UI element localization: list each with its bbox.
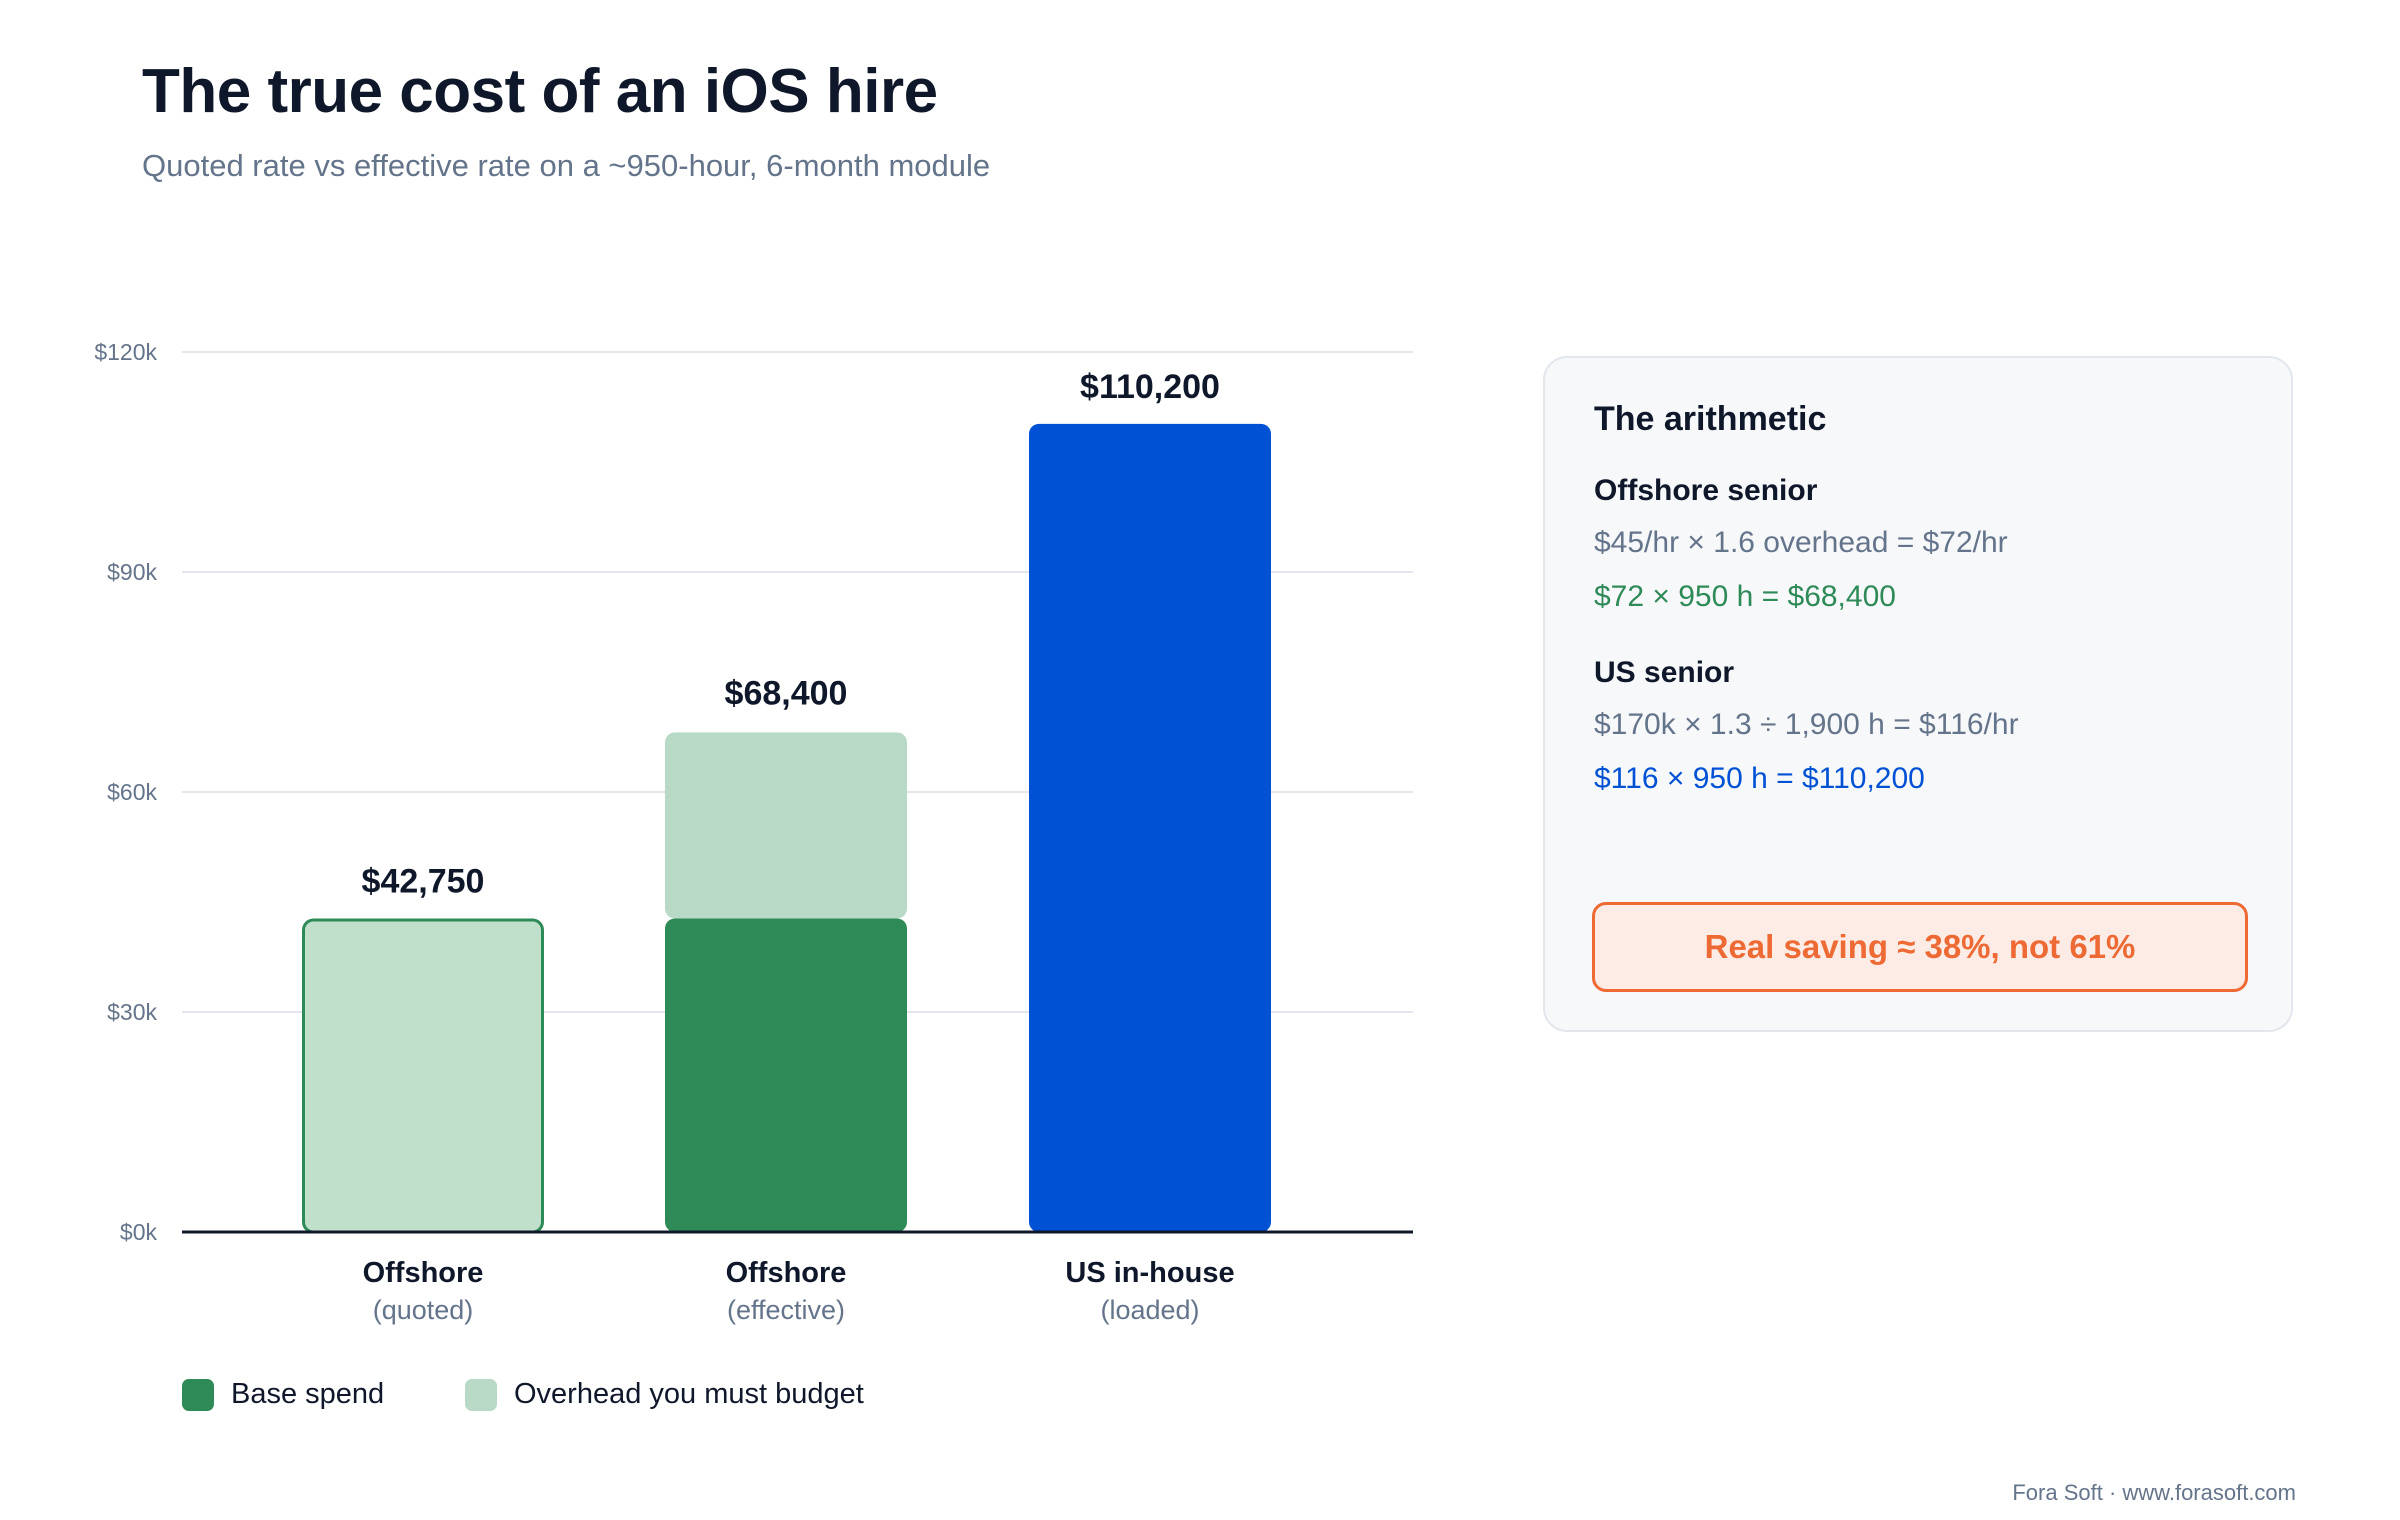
- x-category-label: Offshore: [363, 1257, 484, 1289]
- saving-callout: Real saving ≈ 38%, not 61%: [1592, 902, 2248, 992]
- x-category-label: Offshore: [726, 1257, 847, 1289]
- bar-segment: [665, 732, 907, 919]
- bar-value-label: $68,400: [725, 674, 848, 712]
- legend-item-overhead: Overhead you must budget: [465, 1378, 864, 1411]
- x-category-label: US in-house: [1065, 1257, 1234, 1289]
- y-tick-label: $120k: [94, 339, 157, 365]
- legend-swatch-overhead: [465, 1378, 497, 1411]
- offshore-total-line: $72 × 950 h = $68,400: [1594, 580, 1896, 613]
- x-category-sublabel: (loaded): [1100, 1295, 1199, 1325]
- bar-segment: [665, 918, 907, 1232]
- y-tick-label: $90k: [107, 559, 157, 585]
- arithmetic-panel: The arithmetic Offshore senior $45/hr × …: [1543, 356, 2293, 1032]
- bar-value-label: $110,200: [1080, 368, 1220, 406]
- bar-value-label: $42,750: [362, 863, 485, 901]
- legend-item-base-spend: Base spend: [182, 1378, 384, 1411]
- bar-segment: [1029, 423, 1271, 1232]
- bar-segment: [302, 918, 544, 1234]
- y-tick-label: $0k: [120, 1219, 158, 1245]
- y-tick-label: $30k: [107, 999, 157, 1025]
- bar-chart: $0k $30k $60k $90k $120k $42,750 Offshore (quot…: [94, 339, 1413, 1325]
- legend-swatch-base: [182, 1378, 214, 1411]
- us-rate-line: $170k × 1.3 ÷ 1,900 h = $116/hr: [1594, 708, 2019, 741]
- chart-title: The true cost of an iOS hire: [142, 57, 938, 126]
- us-heading: US senior: [1594, 656, 1735, 689]
- offshore-heading: Offshore senior: [1594, 474, 1818, 507]
- footer-credit: Fora Soft · www.forasoft.com: [2012, 1480, 2296, 1505]
- chart-subtitle: Quoted rate vs effective rate on a ~950-…: [142, 148, 991, 183]
- x-category-sublabel: (quoted): [373, 1295, 474, 1325]
- x-category-sublabel: (effective): [727, 1295, 845, 1325]
- arithmetic-title: The arithmetic: [1594, 400, 1827, 438]
- legend-label-overhead: Overhead you must budget: [514, 1378, 864, 1410]
- legend-label-base: Base spend: [231, 1378, 385, 1410]
- offshore-rate-line: $45/hr × 1.6 overhead = $72/hr: [1594, 526, 2008, 559]
- us-total-line: $116 × 950 h = $110,200: [1594, 762, 1925, 795]
- y-tick-label: $60k: [107, 779, 157, 805]
